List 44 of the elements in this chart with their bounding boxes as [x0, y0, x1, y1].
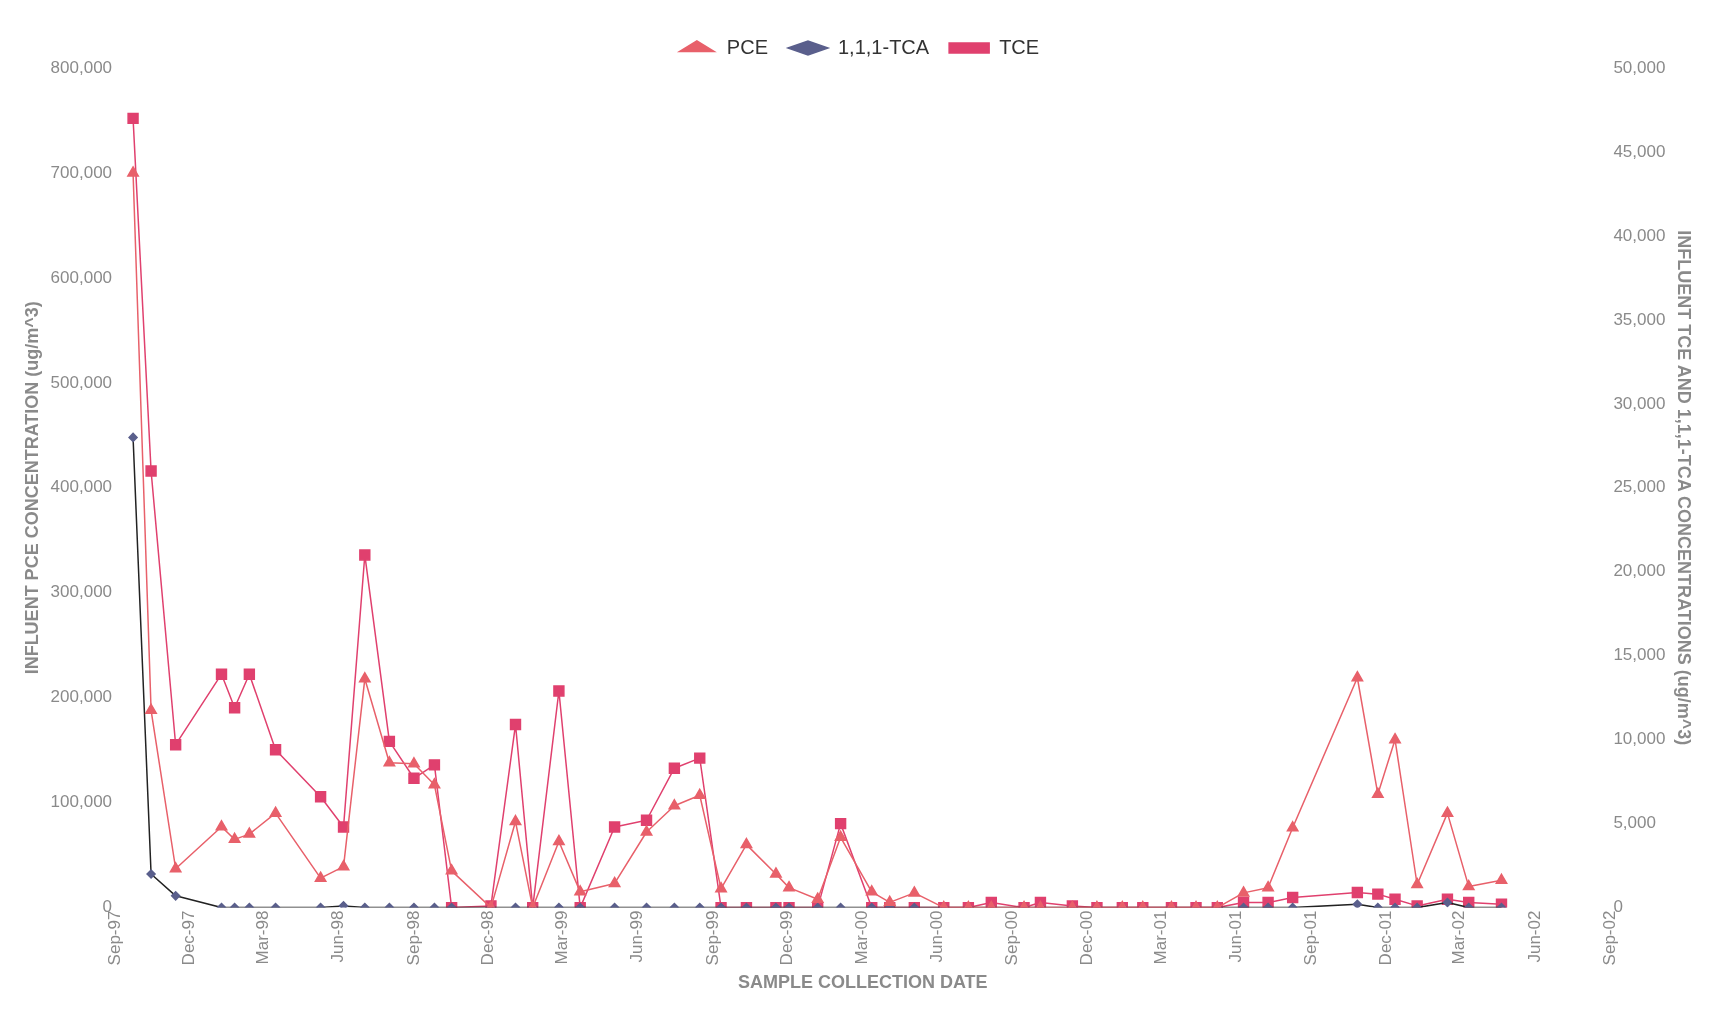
y2-tick-label: 35,000: [1613, 309, 1666, 329]
y-tick-label: 800,000: [50, 57, 113, 77]
y-tick-label: 700,000: [50, 162, 113, 182]
legend-label: TCE: [999, 35, 1040, 58]
y-tick-label: 600,000: [50, 267, 113, 287]
y-tick-label: 100,000: [50, 792, 113, 812]
x-tick-label: Sep-01: [1301, 910, 1321, 966]
y2-tick-label: 40,000: [1613, 225, 1666, 245]
x-tick-label: Jun-01: [1225, 910, 1245, 963]
x-tick-label: Jun-00: [926, 910, 946, 963]
x-tick-label: Dec-98: [478, 910, 498, 966]
x-tick-label: Dec-01: [1375, 910, 1395, 966]
y-tick-label: 500,000: [50, 372, 113, 392]
y2-tick-label: 0: [1613, 897, 1623, 917]
y2-tick-label: 15,000: [1613, 645, 1666, 665]
legend-label: 1,1,1-TCA: [837, 35, 930, 58]
y2-tick-label: 30,000: [1613, 393, 1666, 413]
x-tick-label: Mar-01: [1150, 910, 1170, 965]
x-tick-label: Dec-00: [1076, 910, 1096, 966]
y-axis-title: INFLUENT PCE CONCENTRATION (ug/m^3): [21, 301, 42, 675]
x-tick-label: Mar-99: [551, 910, 571, 965]
x-tick-label: Jun-98: [328, 910, 348, 963]
y-tick-label: 400,000: [50, 477, 113, 497]
y2-tick-label: 20,000: [1613, 561, 1666, 581]
y2-tick-label: 45,000: [1613, 141, 1666, 161]
x-tick-label: Sep-99: [702, 910, 722, 966]
legend-label: PCE: [726, 35, 768, 58]
x-tick-label: Mar-98: [252, 910, 272, 965]
y2-axis-title: INFLUENT TCE AND 1,1,1-TCA CONCENTRATIONS (ug/m^3): [1674, 230, 1695, 746]
x-tick-label: Jun-02: [1524, 910, 1544, 963]
y2-tick-label: 5,000: [1613, 813, 1656, 833]
y2-tick-label: 10,000: [1613, 729, 1666, 749]
x-tick-label: Mar-02: [1449, 910, 1469, 965]
x-tick-label: Dec-97: [179, 910, 199, 966]
x-tick-label: Sep-98: [403, 910, 423, 966]
x-tick-label: Sep-00: [1002, 910, 1022, 966]
y2-tick-label: 25,000: [1613, 477, 1666, 497]
x-tick-label: Dec-99: [777, 910, 797, 966]
x-axis-title: SAMPLE COLLECTION DATE: [737, 972, 988, 993]
y-tick-label: 300,000: [50, 582, 113, 602]
y2-tick-label: 50,000: [1613, 57, 1666, 77]
y-tick-label: 200,000: [50, 687, 113, 707]
x-tick-label: Mar-00: [851, 910, 871, 965]
x-tick-label: Jun-99: [627, 910, 647, 963]
